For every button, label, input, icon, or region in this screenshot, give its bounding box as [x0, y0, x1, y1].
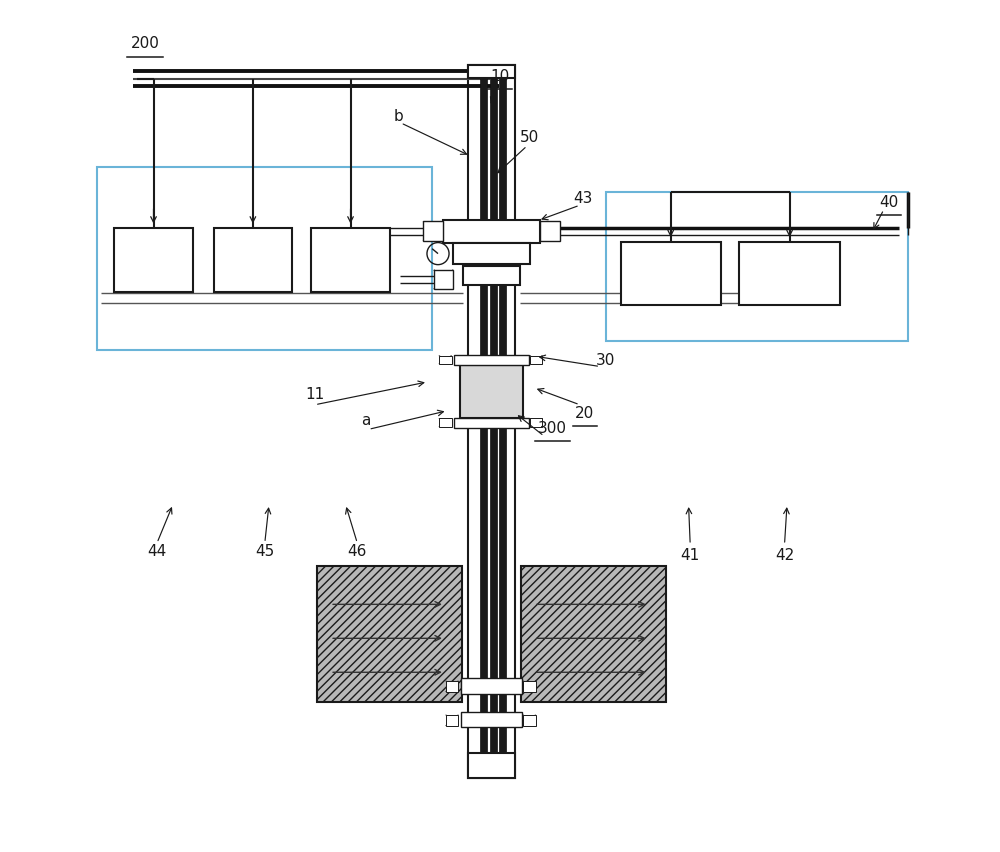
Text: 46: 46 — [348, 544, 367, 559]
Bar — [499, 65, 506, 777]
Bar — [317, 566, 462, 702]
Bar — [461, 712, 522, 728]
Text: 40: 40 — [879, 195, 899, 210]
Bar — [739, 242, 840, 305]
Bar — [463, 267, 520, 285]
Text: 20: 20 — [575, 406, 595, 421]
Text: 43: 43 — [574, 191, 593, 206]
Bar — [530, 355, 542, 364]
Bar — [480, 65, 487, 777]
Text: 44: 44 — [147, 544, 167, 559]
Bar — [114, 228, 193, 292]
Bar — [454, 417, 529, 428]
Text: b: b — [393, 108, 403, 124]
Bar — [439, 355, 452, 364]
Bar — [311, 228, 390, 292]
Bar — [453, 244, 530, 264]
Bar — [461, 678, 522, 694]
Bar — [446, 715, 458, 726]
Text: 41: 41 — [681, 548, 700, 562]
Text: 200: 200 — [131, 37, 159, 51]
Bar — [540, 222, 560, 241]
Bar — [97, 167, 432, 349]
Bar — [446, 681, 458, 692]
Text: 11: 11 — [305, 387, 324, 402]
Bar — [530, 418, 542, 427]
Text: 30: 30 — [596, 353, 615, 368]
Bar — [439, 418, 452, 427]
Text: 10: 10 — [490, 69, 510, 83]
Bar — [621, 242, 721, 305]
Bar — [454, 354, 529, 365]
Bar — [443, 220, 540, 244]
Bar — [523, 681, 536, 692]
Bar — [523, 715, 536, 726]
Text: 42: 42 — [775, 548, 794, 562]
Bar — [468, 65, 515, 78]
Bar — [606, 193, 908, 341]
Text: a: a — [361, 412, 371, 428]
Bar — [468, 753, 515, 779]
Bar — [490, 65, 497, 777]
Bar — [423, 222, 443, 241]
Bar — [460, 365, 523, 417]
Text: 300: 300 — [538, 421, 567, 436]
Bar — [434, 270, 453, 290]
Bar — [521, 566, 666, 702]
Bar — [214, 228, 292, 292]
Bar — [468, 65, 515, 779]
Text: 45: 45 — [255, 544, 274, 559]
Text: 50: 50 — [520, 130, 539, 145]
